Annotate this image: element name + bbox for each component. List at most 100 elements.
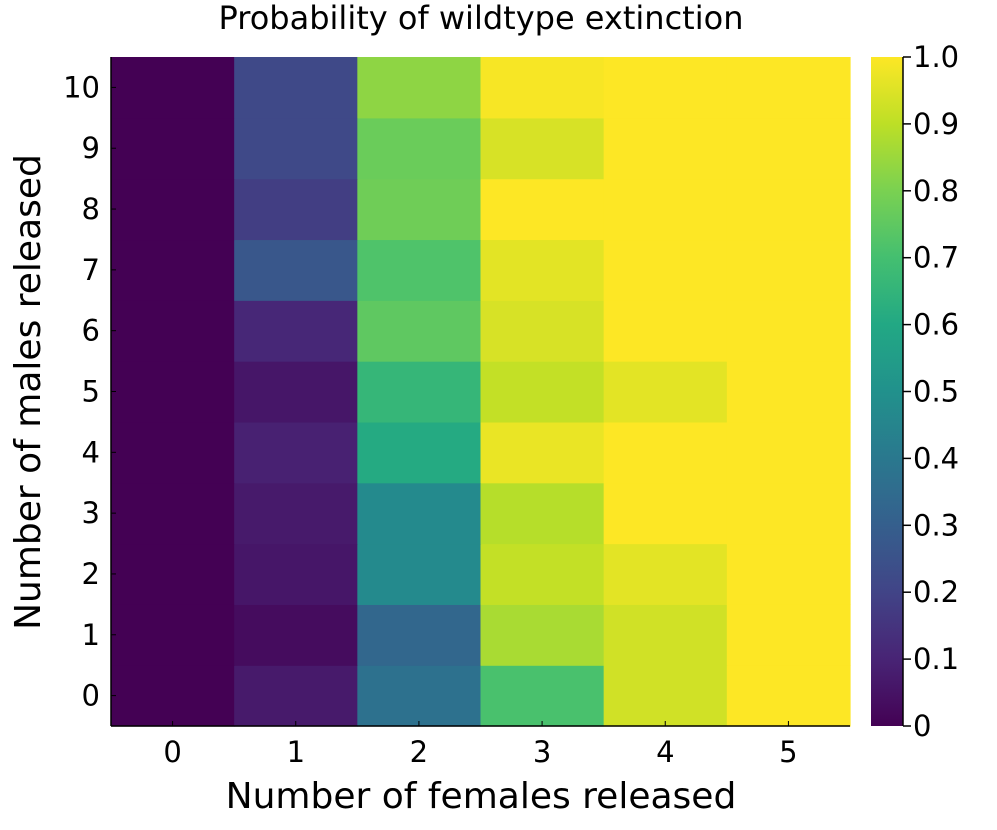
heatmap-cell-y3-x1 (234, 482, 358, 545)
heatmap-cell-y0-x3 (480, 665, 605, 727)
heatmap-cell-y9-x3 (480, 117, 605, 180)
heatmap-cell-y5-x2 (357, 361, 482, 423)
colorbar-tick-label: 0.2 (913, 575, 959, 609)
y-axis-ticks: 0 1 2 3 4 5 6 7 8 9 10 (63, 70, 116, 713)
heatmap-cell-y1-x0 (111, 604, 235, 666)
heatmap-cell-y7-x1 (234, 239, 358, 301)
heatmap-cell-y3-x3 (480, 482, 605, 545)
heatmap-cell-y2-x1 (234, 543, 358, 605)
y-tick-label: 4 (82, 435, 100, 469)
x-tick-label: 5 (779, 735, 797, 769)
heatmap-cell-y9-x0 (111, 117, 235, 180)
colorbar-tick-label: 0.8 (913, 174, 959, 208)
heatmap-cell-y1-x4 (603, 604, 728, 666)
heatmap-cell-y4-x3 (480, 421, 605, 484)
heatmap-cell-y7-x5 (726, 239, 851, 301)
heatmap-cell-y6-x3 (480, 300, 605, 362)
heatmap-cell-y7-x0 (111, 239, 235, 301)
heatmap-cell-y10-x0 (111, 57, 235, 119)
y-tick-label: 10 (63, 70, 100, 104)
heatmap-cell-y7-x2 (357, 239, 482, 301)
heatmap-cell-y8-x0 (111, 178, 235, 241)
x-tick-label: 1 (287, 735, 305, 769)
heatmap-cell-y6-x5 (726, 300, 851, 362)
x-tick-label: 0 (163, 735, 181, 769)
heatmap-cell-y0-x1 (234, 665, 358, 727)
x-axis-ticks: 0 1 2 3 4 5 (163, 721, 798, 769)
y-tick-label: 8 (82, 192, 100, 226)
heatmap-cell-y2-x2 (357, 543, 482, 605)
heatmap-cell-y3-x4 (603, 482, 728, 545)
colorbar: 0 0.1 0.2 0.3 0.4 0.5 0.6 0.7 0.8 0.9 1.0 (871, 40, 959, 743)
heatmap-cell-y8-x1 (234, 178, 358, 241)
heatmap-cell-y1-x5 (726, 604, 851, 666)
heatmap-cell-y6-x0 (111, 300, 235, 362)
heatmap-cell-y10-x3 (480, 57, 605, 119)
heatmap-cell-y2-x5 (726, 543, 851, 605)
heatmap-cell-y9-x1 (234, 117, 358, 180)
heatmap-cell-y0-x2 (357, 665, 482, 727)
y-tick-label: 0 (82, 679, 100, 713)
heatmap-cell-y4-x2 (357, 421, 482, 484)
chart-title: Probability of wildtype extinction (219, 0, 744, 37)
heatmap-cell-y10-x2 (357, 57, 482, 119)
heatmap-cell-y2-x0 (111, 543, 235, 605)
heatmap-cell-y3-x0 (111, 482, 235, 545)
heatmap-cell-y4-x5 (726, 421, 851, 484)
heatmap-cell-y6-x4 (603, 300, 728, 362)
heatmap-cell-y4-x1 (234, 421, 358, 484)
y-tick-label: 6 (82, 314, 100, 348)
x-tick-label: 2 (410, 735, 428, 769)
heatmap-cell-y9-x2 (357, 117, 482, 180)
colorbar-tick-label: 0.3 (913, 508, 959, 542)
heatmap-cell-y9-x4 (603, 117, 728, 180)
colorbar-tick-label: 0.1 (913, 642, 959, 676)
y-axis-label: Number of males released (8, 154, 49, 630)
heatmap-cell-y6-x2 (357, 300, 482, 362)
colorbar-tick-label: 0 (913, 709, 931, 743)
heatmap-cell-y5-x5 (726, 361, 851, 423)
heatmap-cell-y7-x3 (480, 239, 605, 301)
colorbar-gradient (871, 57, 903, 726)
colorbar-tick-label: 1.0 (913, 40, 959, 74)
heatmap-cell-y5-x4 (603, 361, 728, 423)
heatmap-cell-y1-x3 (480, 604, 605, 666)
heatmap-cell-y9-x5 (726, 117, 851, 180)
y-tick-label: 2 (82, 557, 100, 591)
heatmap-cell-y5-x1 (234, 361, 358, 423)
colorbar-tick-label: 0.4 (913, 441, 959, 475)
heatmap-cell-y5-x3 (480, 361, 605, 423)
heatmap-cell-y0-x4 (603, 665, 728, 727)
heatmap-cell-y4-x4 (603, 421, 728, 484)
heatmap-cell-y8-x5 (726, 178, 851, 241)
y-tick-label: 5 (82, 375, 100, 409)
x-axis-label: Number of females released (226, 776, 737, 817)
heatmap-cell-y0-x5 (726, 665, 851, 727)
heatmap-cell-y8-x2 (357, 178, 482, 241)
heatmap-cell-y1-x1 (234, 604, 358, 666)
colorbar-tick-label: 0.9 (913, 107, 959, 141)
x-tick-label: 3 (533, 735, 551, 769)
colorbar-tick-label: 0.6 (913, 308, 959, 342)
heatmap-cell-y10-x4 (603, 57, 728, 119)
heatmap-cell-y2-x4 (603, 543, 728, 605)
y-tick-label: 7 (82, 253, 100, 287)
heatmap-cell-y2-x3 (480, 543, 605, 605)
y-tick-label: 9 (82, 131, 100, 165)
y-tick-label: 3 (82, 496, 100, 530)
heatmap-cell-y3-x5 (726, 482, 851, 545)
heatmap-cell-y10-x1 (234, 57, 358, 119)
colorbar-tick-label: 0.7 (913, 241, 959, 275)
heatmap-cell-y5-x0 (111, 361, 235, 423)
heatmap-cell-y8-x4 (603, 178, 728, 241)
heatmap-cell-y1-x2 (357, 604, 482, 666)
heatmap-cell-y3-x2 (357, 482, 482, 545)
heatmap-cells (111, 57, 851, 727)
heatmap-cell-y6-x1 (234, 300, 358, 362)
x-tick-label: 4 (656, 735, 674, 769)
colorbar-tick-label: 0.5 (913, 375, 959, 409)
heatmap-cell-y8-x3 (480, 178, 605, 241)
heatmap-cell-y10-x5 (726, 57, 851, 119)
heatmap-cell-y4-x0 (111, 421, 235, 484)
